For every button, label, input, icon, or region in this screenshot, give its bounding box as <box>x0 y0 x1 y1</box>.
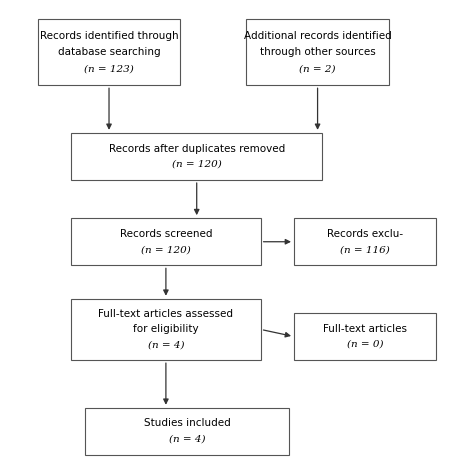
Text: (n = 120): (n = 120) <box>172 160 221 169</box>
FancyBboxPatch shape <box>294 218 436 265</box>
Text: Full-text articles assessed: Full-text articles assessed <box>99 309 233 319</box>
Text: database searching: database searching <box>58 47 160 57</box>
FancyBboxPatch shape <box>294 313 436 360</box>
Text: (n = 4): (n = 4) <box>169 435 206 444</box>
Text: Records after duplicates removed: Records after duplicates removed <box>109 144 285 154</box>
FancyBboxPatch shape <box>71 133 322 180</box>
Text: (n = 2): (n = 2) <box>299 64 336 73</box>
Text: Records screened: Records screened <box>119 229 212 239</box>
Text: (n = 4): (n = 4) <box>147 340 184 349</box>
Text: (n = 120): (n = 120) <box>141 245 191 254</box>
Text: Studies included: Studies included <box>144 419 231 428</box>
Text: Additional records identified: Additional records identified <box>244 30 392 41</box>
FancyBboxPatch shape <box>71 218 261 265</box>
FancyBboxPatch shape <box>85 408 289 455</box>
Text: Records identified through: Records identified through <box>40 30 178 41</box>
Text: (n = 123): (n = 123) <box>84 64 134 73</box>
FancyBboxPatch shape <box>38 19 180 85</box>
Text: Full-text articles: Full-text articles <box>323 324 407 334</box>
Text: (n = 0): (n = 0) <box>346 340 383 349</box>
Text: for eligibility: for eligibility <box>133 324 199 335</box>
FancyBboxPatch shape <box>71 299 261 360</box>
Text: through other sources: through other sources <box>260 47 375 57</box>
Text: Records exclu-: Records exclu- <box>327 229 403 239</box>
FancyBboxPatch shape <box>246 19 389 85</box>
Text: (n = 116): (n = 116) <box>340 245 390 254</box>
